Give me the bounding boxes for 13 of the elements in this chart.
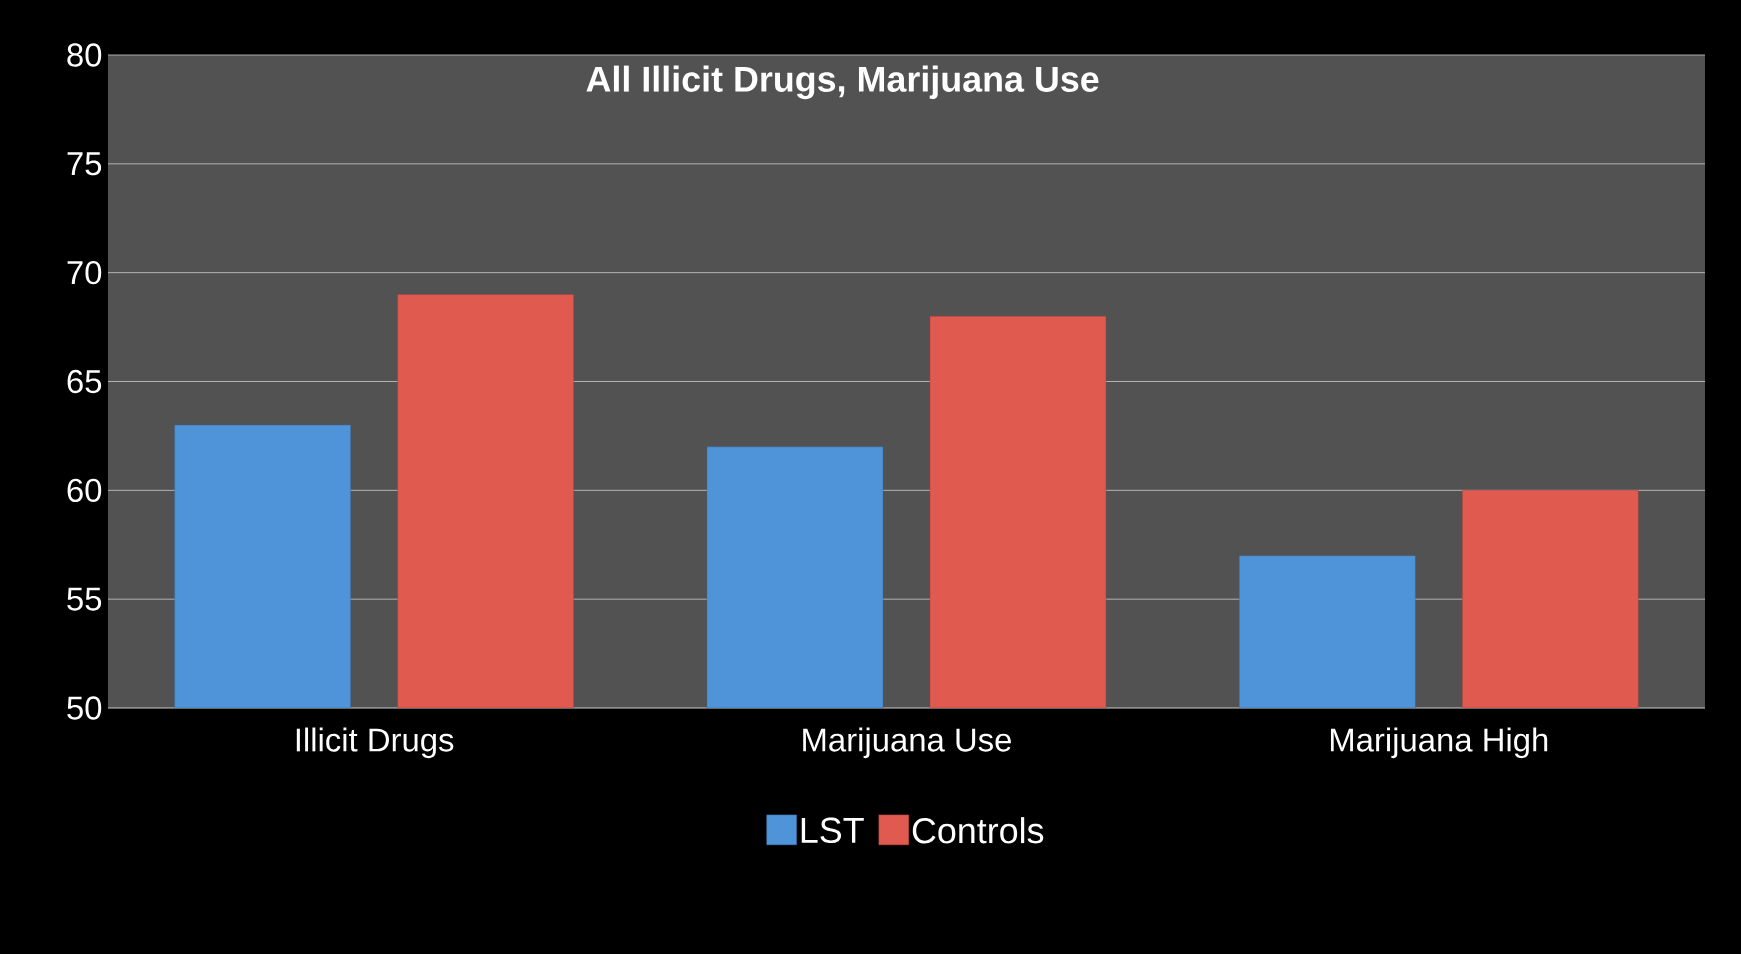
x-tick-label: Illicit Drugs <box>296 727 454 759</box>
chart-title: All Illicit Drugs, Marijuana Use <box>586 65 1099 100</box>
y-tick-label: 70 <box>67 261 102 285</box>
x-tick-label: Marijuana Use <box>803 727 1011 759</box>
y-tick-label: 55 <box>67 587 102 611</box>
x-tick-label: Marijuana High <box>1330 727 1548 759</box>
y-tick-label: 65 <box>67 369 102 394</box>
y-tick-label: 75 <box>67 152 102 176</box>
y-tick-label: 50 <box>67 696 102 720</box>
legend-label: Controls <box>912 817 1044 844</box>
y-tick-label: 80 <box>67 43 102 67</box>
y-tick-label: 60 <box>67 478 102 502</box>
legend-label: LST <box>801 817 864 843</box>
